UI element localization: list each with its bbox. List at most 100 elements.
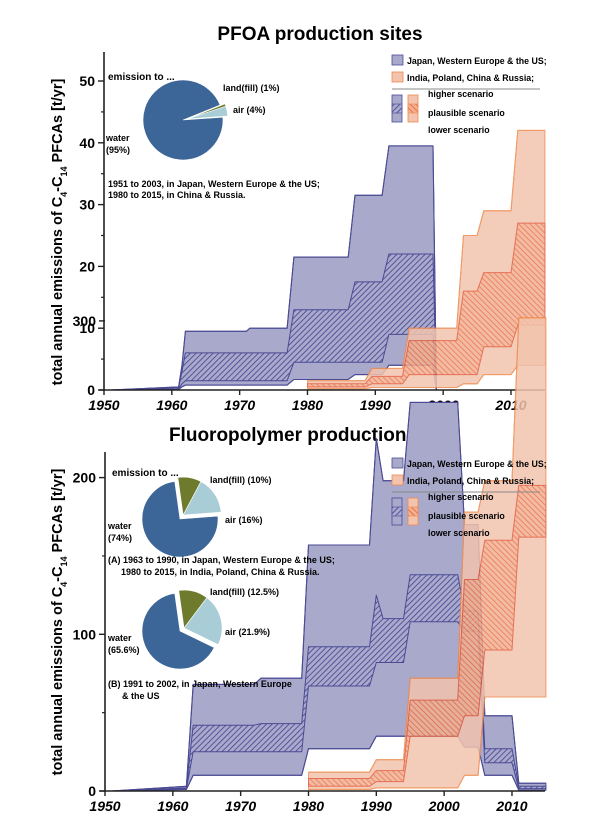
higher-scenario-line xyxy=(308,317,546,773)
pie-label-water-pct: (95%) xyxy=(106,145,130,155)
pie-caption-line: (B) 1991 to 2002, in Japan, Western Euro… xyxy=(108,679,292,689)
pie-layer: emission to ... land(fill) (10%) air (16%)… xyxy=(107,468,335,701)
pie-heading: emission to ... xyxy=(108,72,175,83)
legend-label-region: India, Poland, China & Russia; xyxy=(407,73,534,83)
legend-swatch-orange xyxy=(391,474,404,486)
pie-slice-water xyxy=(141,481,219,558)
x-tick-label: 1970 xyxy=(224,397,255,413)
pie-layer: emission to ... land(fill) (1%) air (4%) wa… xyxy=(105,72,320,200)
plausible-scenario-band xyxy=(308,484,547,787)
chart-title: PFOA production sites xyxy=(217,24,422,45)
y-axis-label: total annual emissions of C4-C14 PFCAs [… xyxy=(50,468,69,775)
pie-label-water-pct: (74%) xyxy=(108,533,132,543)
pie-caption-line: & the US xyxy=(122,691,160,701)
legend-plausible-swatch xyxy=(391,506,403,517)
pie-label-air: air (21.9%) xyxy=(225,627,270,637)
pie-label-air: air (16%) xyxy=(225,515,263,525)
ylab-sub14: 14 xyxy=(59,556,69,566)
pie-label-water: water xyxy=(107,521,132,531)
higher-scenario-line xyxy=(307,129,545,382)
legend-plausible-swatch xyxy=(391,103,403,114)
legend-plausible-swatch xyxy=(407,506,419,517)
legend-swatch-orange xyxy=(391,71,404,83)
legend-swatch-purple xyxy=(391,457,404,469)
x-tick-label: 1960 xyxy=(156,397,187,413)
pie-caption-line: 1951 to 2003, in Japan, Western Europe &… xyxy=(108,179,320,189)
lower-scenario-line xyxy=(308,696,546,790)
x-tick-label: 2010 xyxy=(495,798,527,814)
legend-label-scenario: lower scenario xyxy=(428,528,490,538)
ylab-a: total annual emissions of C xyxy=(50,196,66,385)
y-tick-label: 0 xyxy=(87,382,95,398)
ylab-c: PFCAs [t/yr] xyxy=(50,468,66,556)
y-tick-label: 0 xyxy=(88,783,96,799)
y-tick-label: 200 xyxy=(73,470,97,486)
emission-pie-0: emission to ... land(fill) (1%) air (4%) wa… xyxy=(105,72,320,200)
lower-scenario-line xyxy=(111,735,546,792)
x-tick-label: 1980 xyxy=(292,397,323,413)
pie-label-air: air (4%) xyxy=(233,105,266,115)
legend: Japan, Western Europe & the US; India, Po… xyxy=(391,54,547,135)
x-tick-label: 1980 xyxy=(293,798,324,814)
ylab-b: -C xyxy=(50,566,66,582)
y-tick-label: 300 xyxy=(73,313,97,329)
legend: Japan, Western Europe & the US; India, Po… xyxy=(391,457,547,538)
pie-label-water-pct: (65.6%) xyxy=(108,645,140,655)
legend-label-scenario: plausible scenario xyxy=(428,108,505,118)
pie-label-landfill: land(fill) (12.5%) xyxy=(210,587,279,597)
y-tick-label: 40 xyxy=(79,135,95,151)
y-tick-label: 10 xyxy=(79,320,95,336)
x-tick-label: 1990 xyxy=(360,397,391,413)
pfoa-chart: PFOA production sites 1950 1960 1970 1980 19… xyxy=(50,24,547,413)
pie-heading: emission to ... xyxy=(112,468,179,479)
legend-label-scenario: plausible scenario xyxy=(428,511,505,521)
plausible-scenario-band xyxy=(111,574,547,792)
x-tick-label: 1970 xyxy=(225,798,256,814)
pie-label-landfill: land(fill) (1%) xyxy=(223,83,280,93)
pie-caption-line: (A) 1963 to 1990, in Japan, Western Euro… xyxy=(108,555,335,565)
legend-swatch-purple xyxy=(391,54,404,66)
legend-label-region: Japan, Western Europe & the US; xyxy=(407,459,547,469)
lower-scenario-line xyxy=(307,364,545,390)
x-tick-label: 1990 xyxy=(361,798,392,814)
ylab-sub4: 4 xyxy=(59,582,69,587)
y-tick-label: 50 xyxy=(79,73,95,89)
pie-slice-air xyxy=(182,481,222,516)
pie-slice-water xyxy=(142,79,224,161)
series-india-poland-china-russia xyxy=(308,317,547,790)
legend-label-scenario: higher scenario xyxy=(428,492,494,502)
legend-label-region: India, Poland, China & Russia; xyxy=(407,476,534,486)
emission-pie-1: land(fill) (12.5%) air (21.9%) water (65.6%… xyxy=(107,587,292,701)
pie-caption-line: 1980 to 2015, in India, Poland, China & … xyxy=(121,567,320,577)
pie-slice-water xyxy=(141,593,215,670)
ylab-a: total annual emissions of C xyxy=(50,586,66,775)
legend-label-scenario: higher scenario xyxy=(428,89,494,99)
lower-scenario-line xyxy=(110,364,437,391)
area-layer xyxy=(110,129,546,391)
chart-title: Fluoropolymer production sites xyxy=(169,425,455,446)
pie-slice-air xyxy=(183,597,223,646)
legend-label-region: Japan, Western Europe & the US; xyxy=(407,56,547,66)
higher-scenario-line xyxy=(110,145,437,391)
x-tick-label: 1950 xyxy=(88,397,119,413)
ylab-c: PFCAs [t/yr] xyxy=(50,78,66,166)
legend-plausible-swatch xyxy=(407,103,419,114)
y-axis-label: total annual emissions of C4-C14 PFCAs [… xyxy=(50,78,69,385)
pie-label-landfill: land(fill) (10%) xyxy=(210,475,272,485)
legend-label-scenario: lower scenario xyxy=(428,125,490,135)
x-tick-label: 2000 xyxy=(428,798,460,814)
pie-caption-line: 1980 to 2015, in China & Russia. xyxy=(108,190,246,200)
ylab-sub14: 14 xyxy=(59,166,69,176)
pie-slice-air xyxy=(187,105,229,120)
x-tick-label: 1960 xyxy=(157,798,188,814)
ylab-sub4: 4 xyxy=(59,192,69,197)
pie-label-water: water xyxy=(107,633,132,643)
area-layer xyxy=(111,317,547,792)
higher-scenario-line xyxy=(111,401,546,792)
x-tick-label: 1950 xyxy=(89,798,120,814)
axes: 195019601970198019902000201001020304050 xyxy=(79,52,545,413)
y-tick-label: 30 xyxy=(79,197,95,213)
y-tick-label: 100 xyxy=(73,626,97,642)
